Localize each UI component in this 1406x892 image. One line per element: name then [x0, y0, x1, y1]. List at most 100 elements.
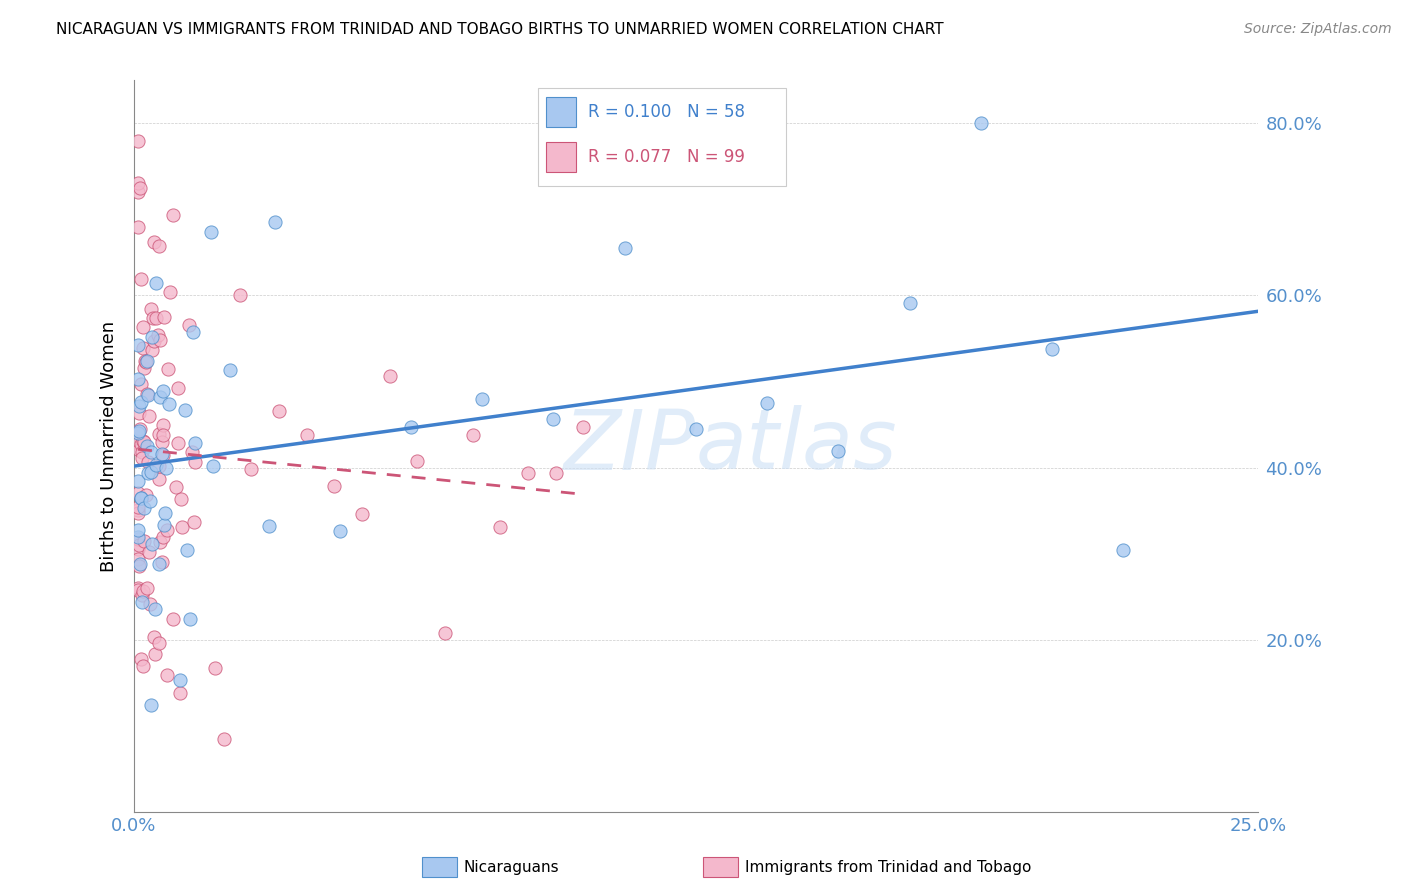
Point [149, 333, 172, 347]
Point [148, 557, 170, 571]
Point [139, 301, 162, 316]
Point [156, 524, 179, 538]
Point [131, 595, 153, 609]
Point [127, 500, 149, 514]
Point [128, 443, 150, 458]
Point [149, 535, 172, 549]
Point [135, 354, 157, 368]
Point [127, 425, 149, 440]
Point [157, 397, 180, 411]
Point [142, 334, 165, 348]
Point [406, 453, 429, 467]
Point [132, 341, 155, 355]
Point [176, 543, 198, 558]
Point [127, 582, 149, 597]
Point [131, 588, 153, 602]
Point [1040, 342, 1063, 356]
Point [166, 380, 188, 394]
Point [240, 462, 263, 476]
Point [128, 422, 150, 436]
Point [150, 555, 173, 569]
Point [159, 285, 181, 300]
Point [399, 419, 422, 434]
Point [131, 394, 153, 409]
Point [129, 491, 152, 506]
Point [149, 391, 172, 405]
Y-axis label: Births to Unmarried Women: Births to Unmarried Women [100, 320, 118, 572]
Point [127, 530, 149, 544]
Point [127, 523, 149, 537]
Point [156, 667, 179, 681]
FancyBboxPatch shape [538, 87, 786, 186]
Point [127, 486, 149, 500]
Point [127, 219, 149, 234]
Point [685, 422, 707, 436]
Point [181, 445, 204, 459]
Point [127, 581, 149, 595]
Point [155, 461, 177, 475]
Point [129, 491, 152, 505]
Point [756, 396, 779, 410]
Point [141, 343, 163, 358]
Point [489, 519, 512, 533]
Point [131, 320, 153, 334]
Point [229, 288, 252, 302]
Point [179, 612, 201, 626]
Point [127, 436, 149, 450]
Point [202, 458, 225, 473]
Point [136, 581, 159, 595]
Point [172, 520, 194, 534]
Point [184, 436, 207, 450]
Point [152, 384, 174, 398]
Point [141, 330, 163, 344]
Text: Source: ZipAtlas.com: Source: ZipAtlas.com [1244, 22, 1392, 37]
Point [183, 516, 205, 530]
Point [141, 465, 163, 479]
Point [150, 435, 173, 450]
Text: R = 0.100   N = 58: R = 0.100 N = 58 [588, 103, 745, 121]
Point [128, 424, 150, 438]
Bar [546, 142, 575, 171]
Point [827, 444, 849, 458]
Point [183, 326, 205, 340]
Point [169, 673, 191, 687]
Point [143, 647, 166, 661]
Point [132, 534, 155, 549]
Point [152, 530, 174, 544]
Point [138, 545, 160, 559]
Point [127, 506, 149, 520]
Point [127, 372, 149, 386]
Point [148, 459, 170, 474]
Point [141, 537, 163, 551]
Point [152, 448, 174, 462]
Point [129, 272, 152, 286]
Point [148, 636, 170, 650]
Point [142, 311, 165, 326]
Point [146, 327, 169, 342]
Point [136, 466, 159, 480]
Point [142, 630, 165, 644]
Point [150, 447, 173, 461]
Point [134, 360, 156, 375]
Point [139, 698, 162, 712]
Bar [422, 857, 457, 877]
Point [129, 376, 152, 391]
Text: Nicaraguans: Nicaraguans [464, 860, 560, 874]
Point [613, 241, 636, 255]
Point [471, 392, 494, 406]
Point [128, 538, 150, 552]
Point [127, 541, 149, 556]
Point [204, 661, 226, 675]
Point [145, 458, 167, 472]
Point [183, 454, 205, 468]
Point [162, 612, 184, 626]
Point [177, 318, 200, 332]
Point [148, 426, 170, 441]
Point [153, 310, 176, 324]
Point [136, 455, 159, 469]
Point [129, 181, 152, 195]
Point [138, 388, 160, 402]
Point [127, 338, 149, 352]
Point [128, 399, 150, 413]
Point [139, 597, 162, 611]
